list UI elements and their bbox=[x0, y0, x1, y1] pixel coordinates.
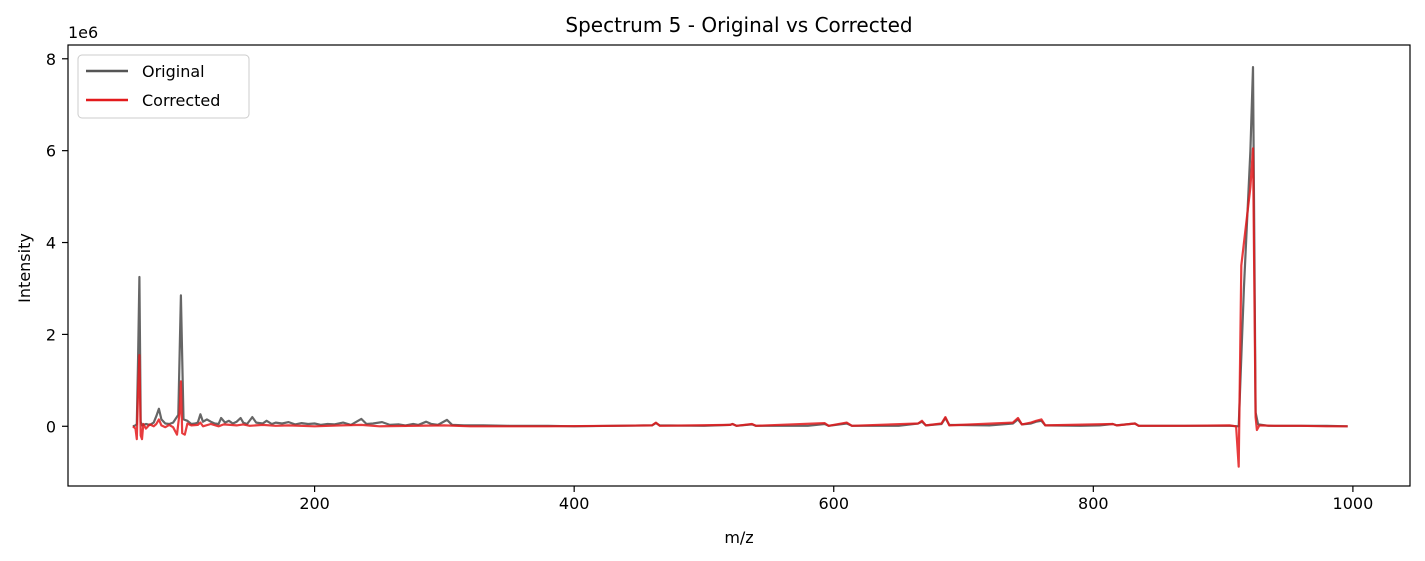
chart-title: Spectrum 5 - Original vs Corrected bbox=[565, 13, 912, 37]
y-tick-label: 8 bbox=[46, 50, 56, 69]
legend-label-corrected: Corrected bbox=[142, 91, 220, 110]
x-tick-label: 1000 bbox=[1333, 494, 1374, 513]
x-tick-label: 200 bbox=[299, 494, 330, 513]
x-tick-label: 400 bbox=[559, 494, 590, 513]
x-axis: 200 400 600 800 1000 bbox=[299, 486, 1373, 513]
y-axis: 0 2 4 6 8 bbox=[46, 50, 68, 436]
series-layer bbox=[132, 66, 1348, 468]
plot-background bbox=[68, 45, 1410, 486]
x-tick-label: 800 bbox=[1078, 494, 1109, 513]
series-line-original bbox=[132, 66, 1348, 428]
y-tick-label: 4 bbox=[46, 234, 56, 253]
y-axis-label: Intensity bbox=[15, 233, 34, 303]
y-tick-label: 0 bbox=[46, 417, 56, 436]
x-tick-label: 600 bbox=[818, 494, 849, 513]
y-tick-label: 6 bbox=[46, 142, 56, 161]
series-line-corrected bbox=[132, 147, 1348, 468]
y-tick-label: 2 bbox=[46, 325, 56, 344]
plot-frame bbox=[67, 44, 1411, 487]
x-axis-label: m/z bbox=[724, 528, 753, 547]
plot-area bbox=[67, 44, 1411, 487]
legend-label-original: Original bbox=[142, 62, 205, 81]
legend: Original Corrected bbox=[77, 54, 250, 119]
y-multiplier-label: 1e6 bbox=[68, 23, 98, 42]
